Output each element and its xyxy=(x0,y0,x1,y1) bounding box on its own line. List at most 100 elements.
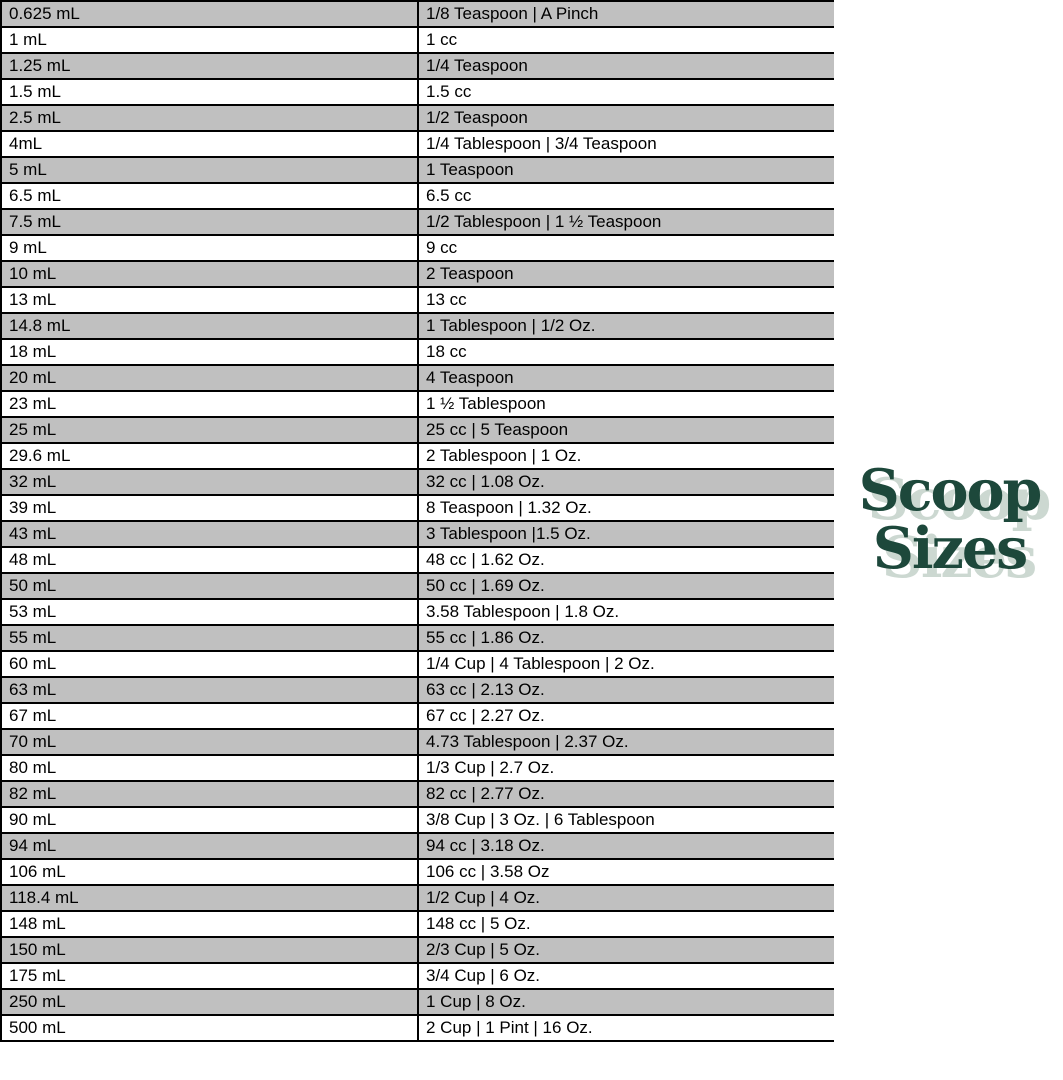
equivalent-cell: 1/4 Tablespoon | 3/4 Teaspoon xyxy=(417,130,834,158)
ml-cell: 7.5 mL xyxy=(0,208,419,236)
equivalent-cell: 1 Cup | 8 Oz. xyxy=(417,988,834,1016)
ml-cell: 1.5 mL xyxy=(0,78,419,106)
ml-cell: 6.5 mL xyxy=(0,182,419,210)
table-row: 1.5 mL 1.5 cc xyxy=(0,78,834,106)
table-row: 43 mL 3 Tablespoon |1.5 Oz. xyxy=(0,520,834,548)
table-row: 0.625 mL 1/8 Teaspoon | A Pinch xyxy=(0,0,834,28)
ml-cell: 10 mL xyxy=(0,260,419,288)
ml-cell: 80 mL xyxy=(0,754,419,782)
table-row: 39 mL 8 Teaspoon | 1.32 Oz. xyxy=(0,494,834,522)
equivalent-cell: 2/3 Cup | 5 Oz. xyxy=(417,936,834,964)
ml-cell: 48 mL xyxy=(0,546,419,574)
ml-cell: 175 mL xyxy=(0,962,419,990)
table-row: 6.5 mL 6.5 cc xyxy=(0,182,834,210)
ml-cell: 53 mL xyxy=(0,598,419,626)
ml-cell: 29.6 mL xyxy=(0,442,419,470)
ml-cell: 70 mL xyxy=(0,728,419,756)
ml-cell: 32 mL xyxy=(0,468,419,496)
ml-cell: 25 mL xyxy=(0,416,419,444)
table-row: 10 mL 2 Teaspoon xyxy=(0,260,834,288)
equivalent-cell: 1/2 Cup | 4 Oz. xyxy=(417,884,834,912)
ml-cell: 250 mL xyxy=(0,988,419,1016)
table-row: 53 mL 3.58 Tablespoon | 1.8 Oz. xyxy=(0,598,834,626)
equivalent-cell: 1.5 cc xyxy=(417,78,834,106)
table-row: 7.5 mL 1/2 Tablespoon | 1 ½ Teaspoon xyxy=(0,208,834,236)
conversion-table-body: 0.625 mL 1/8 Teaspoon | A Pinch 1 mL 1 cc 1.… xyxy=(0,0,834,1042)
table-row: 18 mL 18 cc xyxy=(0,338,834,366)
table-row: 29.6 mL 2 Tablespoon | 1 Oz. xyxy=(0,442,834,470)
ml-cell: 118.4 mL xyxy=(0,884,419,912)
ml-cell: 20 mL xyxy=(0,364,419,392)
equivalent-cell: 18 cc xyxy=(417,338,834,366)
ml-cell: 500 mL xyxy=(0,1014,419,1042)
ml-cell: 90 mL xyxy=(0,806,419,834)
equivalent-cell: 82 cc | 2.77 Oz. xyxy=(417,780,834,808)
equivalent-cell: 63 cc | 2.13 Oz. xyxy=(417,676,834,704)
ml-cell: 55 mL xyxy=(0,624,419,652)
ml-cell: 18 mL xyxy=(0,338,419,366)
ml-cell: 94 mL xyxy=(0,832,419,860)
table-row: 4mL 1/4 Tablespoon | 3/4 Teaspoon xyxy=(0,130,834,158)
equivalent-cell: 1/2 Teaspoon xyxy=(417,104,834,132)
table-row: 1 mL 1 cc xyxy=(0,26,834,54)
logo-line-2: Sizes xyxy=(872,515,1029,582)
ml-cell: 0.625 mL xyxy=(0,0,419,28)
table-row: 60 mL 1/4 Cup | 4 Tablespoon | 2 Oz. xyxy=(0,650,834,678)
ml-cell: 2.5 mL xyxy=(0,104,419,132)
table-row: 106 mL 106 cc | 3.58 Oz xyxy=(0,858,834,886)
table-row: 14.8 mL 1 Tablespoon | 1/2 Oz. xyxy=(0,312,834,340)
table-row: 90 mL 3/8 Cup | 3 Oz. | 6 Tablespoon xyxy=(0,806,834,834)
table-row: 50 mL 50 cc | 1.69 Oz. xyxy=(0,572,834,600)
equivalent-cell: 1 Teaspoon xyxy=(417,156,834,184)
table-row: 1.25 mL 1/4 Teaspoon xyxy=(0,52,834,80)
ml-cell: 5 mL xyxy=(0,156,419,184)
equivalent-cell: 94 cc | 3.18 Oz. xyxy=(417,832,834,860)
table-row: 500 mL 2 Cup | 1 Pint | 16 Oz. xyxy=(0,1014,834,1042)
equivalent-cell: 8 Teaspoon | 1.32 Oz. xyxy=(417,494,834,522)
equivalent-cell: 48 cc | 1.62 Oz. xyxy=(417,546,834,574)
ml-cell: 63 mL xyxy=(0,676,419,704)
equivalent-cell: 9 cc xyxy=(417,234,834,262)
table-row: 63 mL 63 cc | 2.13 Oz. xyxy=(0,676,834,704)
ml-cell: 1.25 mL xyxy=(0,52,419,80)
table-row: 23 mL 1 ½ Tablespoon xyxy=(0,390,834,418)
equivalent-cell: 1/4 Teaspoon xyxy=(417,52,834,80)
equivalent-cell: 4 Teaspoon xyxy=(417,364,834,392)
equivalent-cell: 3 Tablespoon |1.5 Oz. xyxy=(417,520,834,548)
table-row: 148 mL 148 cc | 5 Oz. xyxy=(0,910,834,938)
ml-cell: 13 mL xyxy=(0,286,419,314)
table-row: 175 mL 3/4 Cup | 6 Oz. xyxy=(0,962,834,990)
ml-cell: 9 mL xyxy=(0,234,419,262)
table-row: 25 mL 25 cc | 5 Teaspoon xyxy=(0,416,834,444)
ml-cell: 43 mL xyxy=(0,520,419,548)
equivalent-cell: 3.58 Tablespoon | 1.8 Oz. xyxy=(417,598,834,626)
equivalent-cell: 1 cc xyxy=(417,26,834,54)
table-row: 5 mL 1 Teaspoon xyxy=(0,156,834,184)
equivalent-cell: 1/2 Tablespoon | 1 ½ Teaspoon xyxy=(417,208,834,236)
equivalent-cell: 32 cc | 1.08 Oz. xyxy=(417,468,834,496)
table-row: 9 mL 9 cc xyxy=(0,234,834,262)
table-row: 67 mL 67 cc | 2.27 Oz. xyxy=(0,702,834,730)
logo-line-1: Scoop xyxy=(858,457,1043,524)
equivalent-cell: 3/8 Cup | 3 Oz. | 6 Tablespoon xyxy=(417,806,834,834)
equivalent-cell: 1/8 Teaspoon | A Pinch xyxy=(417,0,834,28)
equivalent-cell: 1 Tablespoon | 1/2 Oz. xyxy=(417,312,834,340)
ml-cell: 60 mL xyxy=(0,650,419,678)
equivalent-cell: 2 Tablespoon | 1 Oz. xyxy=(417,442,834,470)
scoop-sizes-logo: Scoop Sizes xyxy=(836,462,1063,578)
ml-cell: 50 mL xyxy=(0,572,419,600)
ml-cell: 4mL xyxy=(0,130,419,158)
equivalent-cell: 1 ½ Tablespoon xyxy=(417,390,834,418)
equivalent-cell: 1/4 Cup | 4 Tablespoon | 2 Oz. xyxy=(417,650,834,678)
table-row: 82 mL 82 cc | 2.77 Oz. xyxy=(0,780,834,808)
ml-cell: 106 mL xyxy=(0,858,419,886)
equivalent-cell: 2 Teaspoon xyxy=(417,260,834,288)
conversion-table: 0.625 mL 1/8 Teaspoon | A Pinch 1 mL 1 cc 1.… xyxy=(0,0,834,1042)
table-row: 20 mL 4 Teaspoon xyxy=(0,364,834,392)
ml-cell: 39 mL xyxy=(0,494,419,522)
table-row: 55 mL 55 cc | 1.86 Oz. xyxy=(0,624,834,652)
table-row: 118.4 mL 1/2 Cup | 4 Oz. xyxy=(0,884,834,912)
equivalent-cell: 2 Cup | 1 Pint | 16 Oz. xyxy=(417,1014,834,1042)
equivalent-cell: 106 cc | 3.58 Oz xyxy=(417,858,834,886)
table-row: 2.5 mL 1/2 Teaspoon xyxy=(0,104,834,132)
